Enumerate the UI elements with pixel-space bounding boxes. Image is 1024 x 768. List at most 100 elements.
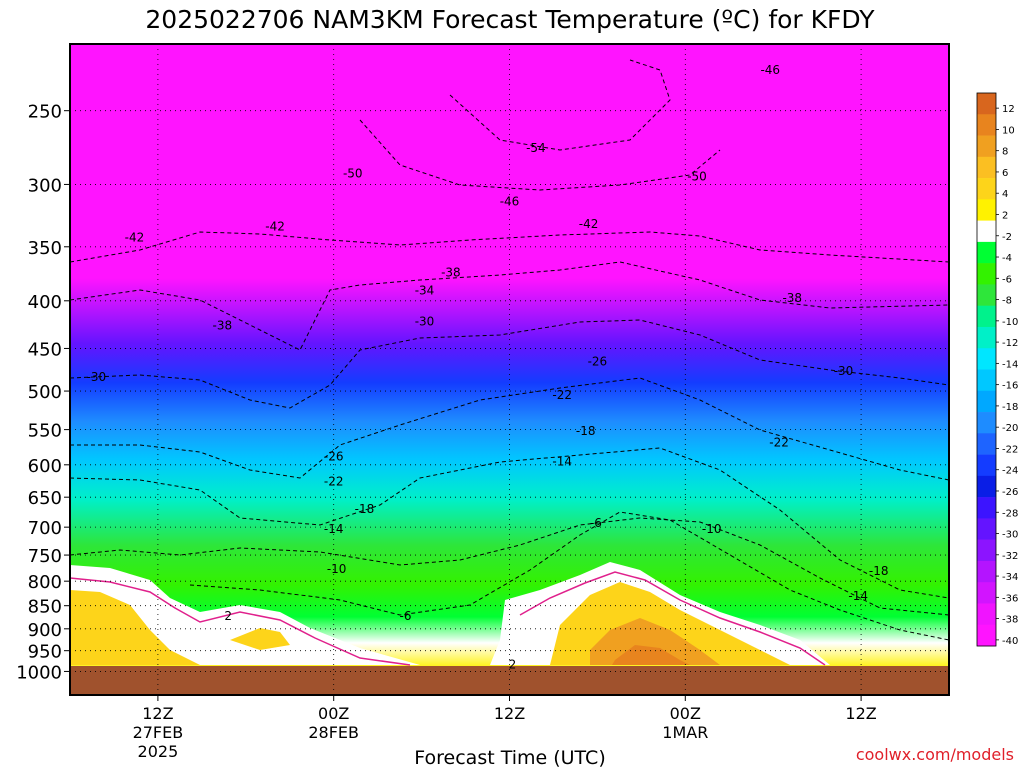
colorbar-swatch [977, 603, 996, 626]
contour-label: 2 [509, 657, 517, 671]
colorbar-label: 4 [1002, 189, 1008, 200]
contour-label: -38 [213, 318, 233, 332]
chart-title: 2025022706 NAM3KM Forecast Temperature (… [145, 5, 875, 34]
contour-labels: -54 -50 -50 -46 -46 -42 -42 -42 -38 -38 -38 -34 -30 -… [87, 63, 889, 672]
warm-pocket-west-small [230, 628, 290, 650]
warm-core-east [612, 645, 690, 665]
colorbar-swatch [977, 135, 996, 158]
y-tick-label: 950 [28, 642, 62, 663]
x-tick-label: 12Z [845, 704, 876, 723]
y-tick-label: 750 [28, 546, 62, 567]
contour-label: -30 [87, 370, 107, 384]
color-scale-bar: 12 10 8 6 4 2 -2 -4 -6 -8 -10 -12 -14 -16 -18 -20 -22 -24… [976, 92, 1018, 647]
x-tick-label: 12Z [494, 704, 525, 723]
y-tick-label: 350 [28, 238, 62, 259]
isotherm-minus-42 [70, 231, 949, 263]
colorbar-label: 2 [1002, 210, 1008, 221]
isotherm-minus-30 [70, 319, 949, 409]
contour-label: -30 [834, 364, 854, 378]
y-tick-label: 600 [28, 456, 62, 477]
colorbar-swatch [977, 582, 996, 604]
colorbar-label: 12 [1002, 104, 1015, 115]
contour-label: -30 [415, 314, 435, 328]
warm-region-west [70, 590, 200, 665]
contour-label: -22 [552, 388, 572, 402]
contour-label: -46 [760, 63, 780, 77]
colorbar-label: -2 [1002, 232, 1012, 243]
isotherm-lines [70, 59, 949, 641]
colorbar-label: -36 [1002, 593, 1018, 604]
contour-label: -14 [848, 589, 868, 603]
plot-area: -54 -50 -50 -46 -46 -42 -42 -42 -38 -38 -38 -34 -30 -… [70, 44, 949, 695]
contour-label: -46 [500, 195, 520, 209]
contour-label: -10 [702, 522, 722, 536]
contour-label: -18 [576, 424, 596, 438]
contour-label: -50 [687, 169, 707, 183]
colorbar-label: -12 [1002, 338, 1018, 349]
x-tick-label: 00Z [670, 704, 701, 723]
isotherm-minus-50 [359, 119, 721, 191]
colorbar-label: -16 [1002, 381, 1018, 392]
colorbar-swatch [977, 114, 996, 136]
y-tick-label: 900 [28, 620, 62, 641]
contour-label: -34 [415, 284, 435, 298]
colorbar-swatch [977, 263, 996, 285]
x-tick-label: 00Z [318, 704, 349, 723]
colorbar-label: -22 [1002, 444, 1018, 455]
y-tick-label: 450 [28, 339, 62, 360]
y-tick-label: 850 [28, 597, 62, 618]
colorbar-label: -8 [1002, 296, 1012, 307]
y-tick-label: 800 [28, 572, 62, 593]
colorbar-swatch [977, 284, 996, 306]
freezing-line-east [519, 571, 826, 666]
contour-label: -10 [327, 562, 347, 576]
colorbar-label: -4 [1002, 253, 1012, 264]
colorbar-swatch [977, 518, 996, 540]
x-axis-label: Forecast Time (UTC) [414, 747, 605, 768]
credit-text: coolwx.com/models [856, 745, 1014, 764]
colorbar-swatch [977, 305, 996, 328]
colorbar-label: -28 [1002, 508, 1018, 519]
x-tick-label: 12Z [142, 704, 173, 723]
isotherm-minus-22 [70, 377, 949, 481]
isotherm-minus-6 [189, 511, 949, 641]
colorbar-swatch [977, 433, 996, 455]
colorbar-swatch [977, 475, 996, 498]
isotherm-minus-14 [70, 447, 949, 599]
colorbar-label: 8 [1002, 147, 1008, 158]
colorbar-swatch [977, 199, 996, 221]
colorbar-label: -26 [1002, 487, 1018, 498]
contour-label: -14 [552, 454, 572, 468]
contour-label: -22 [324, 474, 344, 488]
colorbar-swatch [977, 93, 996, 115]
colorbar-label: -14 [1002, 359, 1018, 370]
colorbar-label: -32 [1002, 551, 1018, 562]
x-tick-label: 1MAR [662, 723, 708, 742]
colorbar-swatch [977, 497, 996, 519]
contour-label: -38 [441, 266, 461, 280]
y-tick-label: 550 [28, 421, 62, 442]
colorbar-label: -40 [1002, 636, 1018, 647]
colorbar-label: 6 [1002, 168, 1008, 179]
colorbar-label: -10 [1002, 317, 1018, 328]
colorbar-swatch [977, 624, 996, 647]
y-axis: 2503003504004505005506006507007508008509… [16, 102, 70, 683]
x-tick-label: 2025 [138, 742, 179, 761]
contour-label: -18 [355, 502, 375, 516]
colorbar-swatch [977, 178, 996, 200]
colorbar-swatch [977, 348, 996, 370]
warmest-region-east [590, 618, 720, 665]
isotherm-minus-54 [449, 59, 671, 151]
colorbar-label: -38 [1002, 615, 1018, 626]
contour-label: -54 [526, 141, 546, 155]
contour-label: -50 [343, 167, 363, 181]
y-tick-label: 1000 [16, 662, 62, 683]
y-tick-label: 500 [28, 382, 62, 403]
colorbar-swatch [977, 220, 996, 243]
colorbar-label: -20 [1002, 423, 1018, 434]
colorbar-swatch [977, 454, 996, 477]
y-tick-label: 400 [28, 292, 62, 313]
colorbar-label: -18 [1002, 402, 1018, 413]
